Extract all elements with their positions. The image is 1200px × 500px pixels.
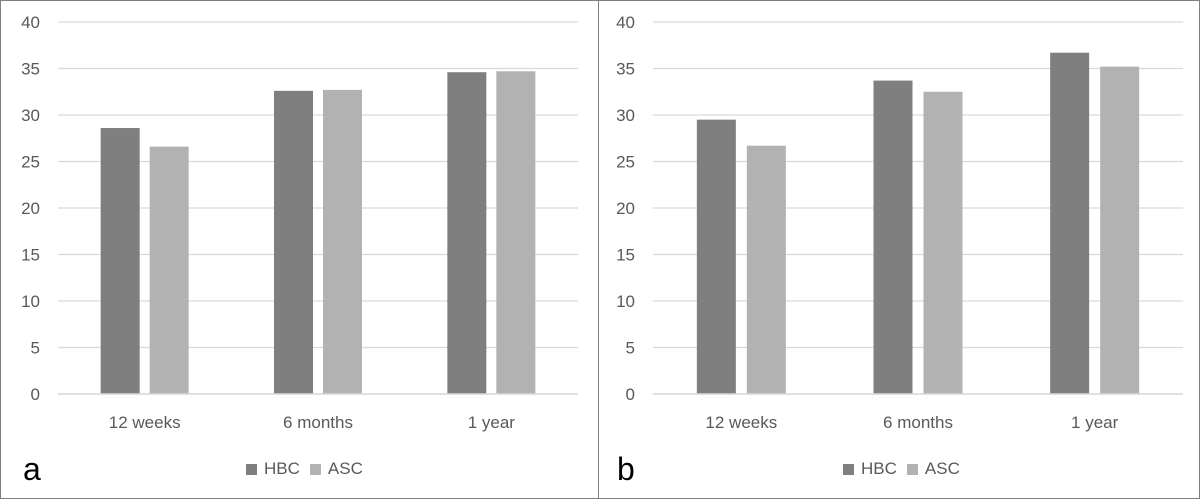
- y-tick-label: 0: [626, 385, 635, 404]
- y-tick-label: 20: [21, 199, 40, 218]
- y-tick-label: 30: [21, 106, 40, 125]
- y-tick-label: 35: [21, 60, 40, 79]
- x-category-label: 6 months: [883, 413, 953, 432]
- bar-asc: [1100, 66, 1140, 394]
- y-tick-label: 15: [21, 246, 40, 265]
- x-category-label: 6 months: [283, 413, 353, 432]
- legend-label-hbc: HBC: [264, 459, 300, 478]
- chart-panel-a: 0 5 10 15 20 25 30 35 40 12 weeks 6 months 1 year a…: [0, 0, 600, 499]
- bar-hbc: [274, 90, 313, 394]
- x-category-label: 1 year: [468, 413, 516, 432]
- y-tick-label: 5: [626, 339, 635, 358]
- y-tick-label: 35: [616, 60, 635, 79]
- chart-b-plot: 0 5 10 15 20 25 30 35 40 12 weeks 6 months 1 year: [616, 13, 1183, 432]
- legend-b: HBC ASC: [843, 459, 970, 479]
- legend-item-asc: ASC: [309, 459, 363, 479]
- chart-a-plot: 0 5 10 15 20 25 30 35 40 12 weeks 6 months 1 year: [21, 13, 578, 432]
- y-tick-label: 30: [616, 106, 635, 125]
- legend-swatch-asc: [906, 463, 918, 475]
- legend-item-hbc: HBC: [246, 459, 300, 479]
- bar-asc: [496, 71, 536, 394]
- bar-asc: [746, 145, 786, 394]
- bar-hbc: [100, 128, 140, 394]
- x-category-label: 12 weeks: [705, 413, 777, 432]
- bar-hbc: [447, 72, 487, 394]
- y-tick-label: 20: [616, 199, 635, 218]
- x-category-label: 1 year: [1071, 413, 1119, 432]
- y-tick-label: 40: [616, 13, 635, 32]
- legend-label-asc: ASC: [924, 459, 960, 478]
- y-tick-label: 25: [616, 153, 635, 172]
- y-tick-label: 10: [21, 292, 40, 311]
- legend-label-hbc: HBC: [861, 459, 897, 478]
- legend-item-hbc: HBC: [843, 459, 897, 479]
- bar-hbc: [696, 119, 736, 395]
- panel-label-b: b: [617, 451, 635, 487]
- y-tick-label: 0: [31, 385, 40, 404]
- panel-label-a: a: [23, 451, 41, 487]
- legend-swatch-hbc: [843, 463, 854, 475]
- y-tick-label: 5: [31, 339, 40, 358]
- legend-swatch-hbc: [246, 463, 257, 475]
- legend-swatch-asc: [309, 463, 321, 475]
- bar-asc: [323, 89, 362, 394]
- legend-a: HBC ASC: [246, 459, 373, 479]
- bar-asc: [149, 146, 189, 394]
- bar-asc: [923, 91, 963, 394]
- bar-hbc: [873, 80, 913, 394]
- legend-item-asc: ASC: [906, 459, 960, 479]
- legend-label-asc: ASC: [327, 459, 363, 478]
- chart-panel-b: 0 5 10 15 20 25 30 35 40 12 weeks 6 months 1 year b…: [598, 0, 1200, 499]
- x-category-label: 12 weeks: [109, 413, 181, 432]
- y-tick-label: 10: [616, 292, 635, 311]
- y-tick-label: 25: [21, 153, 40, 172]
- y-tick-label: 40: [21, 13, 40, 32]
- y-tick-label: 15: [616, 246, 635, 265]
- bar-hbc: [1050, 52, 1090, 394]
